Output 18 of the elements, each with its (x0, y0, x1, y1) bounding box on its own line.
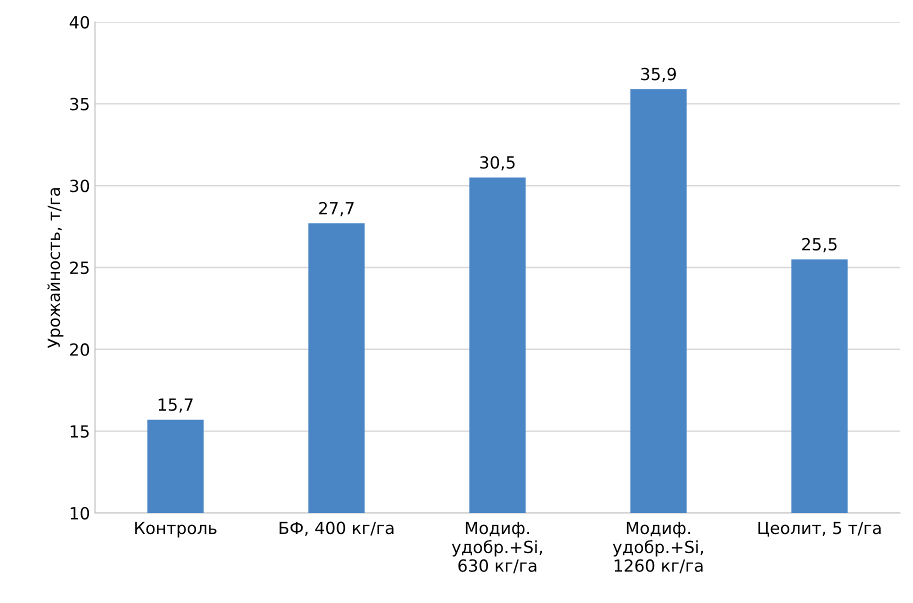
x-tick-label: Модиф. удобр.+Si, 630 кг/га (452, 522, 542, 574)
data-label: 35,9 (641, 68, 676, 82)
y-axis-title: Урожайность, т/га (47, 188, 64, 348)
y-tick-label: 15 (70, 425, 89, 438)
data-label: 30,5 (480, 156, 515, 170)
y-tick-label: 30 (70, 180, 90, 192)
x-tick-label: Цеолит, 5 т/га (758, 522, 881, 537)
data-label: 27,7 (319, 202, 354, 216)
y-tick-label: 20 (70, 343, 90, 356)
y-tick-label: 25 (70, 261, 89, 274)
x-tick-label: БФ, 400 кг/га (280, 522, 394, 536)
x-tick-label: Модиф. удобр.+Si, 1260 кг/га (612, 522, 703, 574)
data-label: 25,5 (802, 238, 837, 252)
y-tick-label: 35 (70, 98, 89, 110)
data-label: 15,7 (158, 398, 193, 413)
x-tick-label: Контроль (135, 522, 216, 538)
y-tick-label: 10 (70, 506, 90, 520)
y-tick-label: 40 (70, 16, 90, 29)
